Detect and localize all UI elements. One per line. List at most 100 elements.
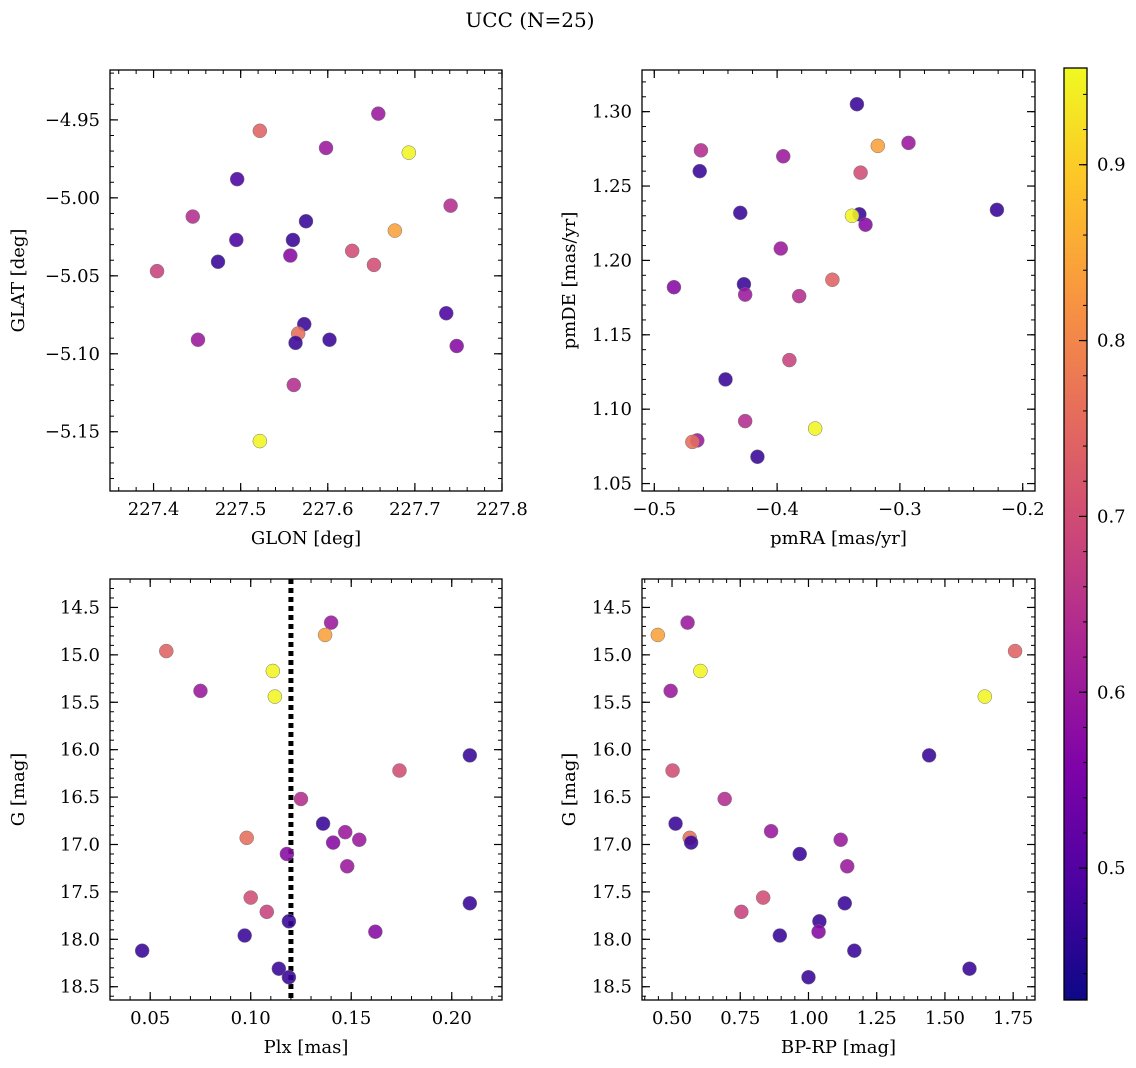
y-tick-label: 16.0 bbox=[592, 740, 632, 761]
axes-frame bbox=[641, 69, 1036, 492]
data-point bbox=[680, 615, 695, 630]
y-tick-label: 15.5 bbox=[592, 692, 632, 713]
data-point bbox=[462, 748, 478, 763]
data-point bbox=[775, 149, 791, 164]
data-point bbox=[650, 627, 666, 643]
colorbar-frame bbox=[1063, 67, 1088, 1001]
panels: 227.4 227.5 227.6 227.7 227.8 −5.15 −5.10 −5.05… bbox=[8, 69, 1045, 1058]
x-axis-label: BP-RP [mag] bbox=[781, 1037, 896, 1058]
x-axis-label: pmRA [mas/yr] bbox=[770, 528, 907, 549]
x-tick-label: 227.6 bbox=[302, 499, 354, 520]
data-point bbox=[811, 924, 826, 939]
data-point bbox=[1007, 643, 1023, 659]
data-point bbox=[443, 198, 458, 213]
x-tick-label: 1.00 bbox=[788, 1008, 828, 1029]
data-point bbox=[252, 123, 268, 139]
data-point bbox=[833, 832, 848, 848]
x-tick-label: 1.50 bbox=[925, 1008, 965, 1029]
data-point bbox=[371, 106, 386, 121]
data-point bbox=[737, 287, 753, 302]
x-tick-label: 1.75 bbox=[993, 1008, 1033, 1029]
y-tick-label: 18.5 bbox=[592, 977, 632, 998]
y-tick-label: 1.05 bbox=[592, 474, 632, 495]
panel-bprp-g: 0.50 0.75 1.00 1.25 1.50 1.75 14.5 15.0 15.5 16.0… bbox=[559, 578, 1036, 1058]
data-point bbox=[733, 205, 748, 221]
figure-title: UCC (N=25) bbox=[465, 8, 594, 32]
data-point bbox=[267, 689, 283, 704]
data-point bbox=[663, 683, 678, 699]
y-tick-label: −4.95 bbox=[45, 110, 100, 131]
data-point bbox=[839, 859, 855, 874]
colorbar-gradient bbox=[1064, 68, 1087, 1000]
data-point bbox=[782, 352, 797, 368]
data-point bbox=[149, 263, 165, 279]
data-point bbox=[283, 248, 298, 263]
y-tick-label: 17.5 bbox=[592, 882, 632, 903]
data-point bbox=[337, 824, 353, 840]
panel-glon-glat: 227.4 227.5 227.6 227.7 227.8 −5.15 −5.10 −5.05… bbox=[8, 69, 528, 549]
x-tick-label: 1.25 bbox=[857, 1008, 897, 1029]
data-point bbox=[734, 904, 749, 920]
data-point bbox=[318, 140, 334, 156]
y-tick-label: 18.0 bbox=[592, 929, 632, 950]
axes-frame bbox=[109, 69, 503, 492]
data-point bbox=[323, 615, 339, 630]
y-axis-label: G [mag] bbox=[559, 753, 580, 826]
x-tick-label: 0.05 bbox=[130, 1008, 170, 1029]
data-point bbox=[693, 663, 708, 679]
colorbar-tick-label: 0.7 bbox=[1097, 506, 1126, 527]
axes-frame bbox=[109, 578, 503, 1001]
data-point bbox=[229, 171, 245, 187]
panel-pmra-pmde: −0.5 −0.4 −0.3 −0.2 1.05 1.10 1.15 1.20 1.25 1.30… bbox=[559, 69, 1045, 549]
y-tick-label: 18.5 bbox=[60, 977, 100, 998]
data-point bbox=[193, 683, 208, 699]
y-tick-label: 15.0 bbox=[60, 645, 100, 666]
y-tick-label: 17.0 bbox=[60, 834, 100, 855]
panel-plx-g: 0.05 0.10 0.15 0.20 14.5 15.0 15.5 16.0 16.5 17.0… bbox=[8, 578, 503, 1058]
data-point bbox=[773, 241, 789, 256]
data-point bbox=[344, 243, 360, 259]
data-point bbox=[853, 165, 868, 180]
data-point bbox=[801, 969, 816, 985]
colorbar-tick-label: 0.8 bbox=[1097, 331, 1126, 352]
axes-frame bbox=[641, 578, 1036, 1001]
x-tick-label: 227.8 bbox=[476, 499, 528, 520]
y-axis-label: G [mag] bbox=[8, 753, 29, 826]
y-tick-label: 14.5 bbox=[60, 597, 100, 618]
colorbar: 0.5 0.6 0.7 0.8 0.9 bbox=[1063, 67, 1126, 1001]
data-point bbox=[239, 830, 254, 846]
x-tick-label: 0.20 bbox=[432, 1008, 472, 1029]
data-point bbox=[293, 791, 309, 807]
data-point bbox=[685, 434, 700, 450]
data-point bbox=[825, 272, 840, 288]
data-point bbox=[772, 928, 788, 943]
x-tick-label: −0.2 bbox=[1001, 499, 1045, 520]
y-tick-label: −5.10 bbox=[45, 344, 100, 365]
data-point bbox=[352, 832, 367, 848]
x-tick-label: 227.4 bbox=[128, 499, 180, 520]
y-tick-label: 16.5 bbox=[592, 787, 632, 808]
data-point bbox=[281, 914, 297, 929]
x-tick-label: 0.10 bbox=[231, 1008, 271, 1029]
x-tick-label: −0.5 bbox=[632, 499, 676, 520]
data-point bbox=[159, 643, 174, 659]
data-point bbox=[281, 969, 297, 985]
data-point bbox=[847, 943, 862, 958]
y-tick-label: 15.0 bbox=[592, 645, 632, 666]
data-point bbox=[755, 890, 771, 905]
y-tick-label: 18.0 bbox=[60, 929, 100, 950]
data-point bbox=[298, 213, 314, 229]
y-tick-label: 16.0 bbox=[60, 740, 100, 761]
data-point bbox=[668, 816, 683, 831]
y-tick-label: 1.10 bbox=[592, 399, 632, 420]
data-point bbox=[837, 896, 853, 911]
data-point bbox=[438, 305, 454, 321]
data-point bbox=[271, 961, 287, 976]
x-tick-label: 227.5 bbox=[215, 499, 267, 520]
data-point bbox=[962, 961, 977, 976]
data-point bbox=[229, 232, 244, 248]
data-point bbox=[317, 627, 333, 643]
data-point bbox=[339, 859, 355, 874]
data-point bbox=[401, 145, 417, 160]
y-tick-label: 1.30 bbox=[592, 102, 632, 123]
